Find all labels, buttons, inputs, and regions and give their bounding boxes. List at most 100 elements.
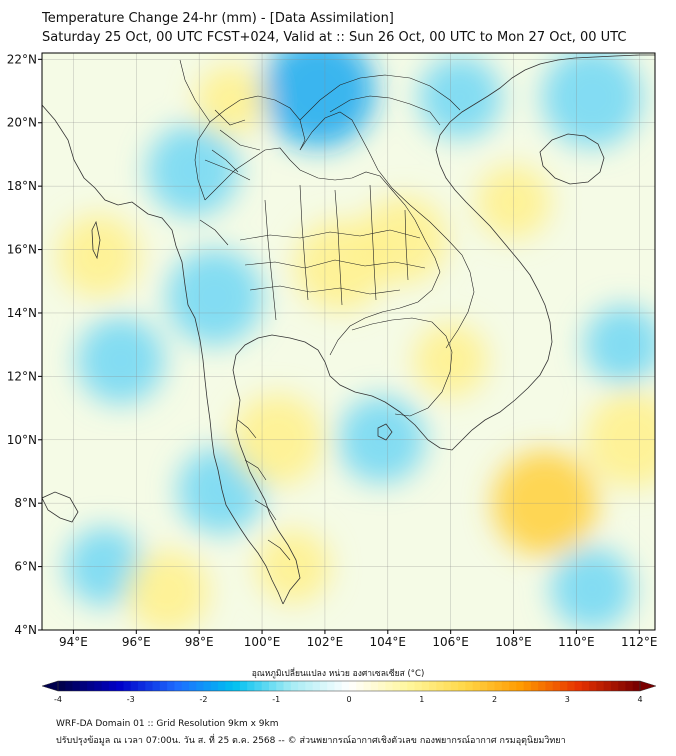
colorbar-cell — [581, 681, 590, 691]
cool-anomaly-4 — [76, 316, 165, 405]
lat-tick-label: 22°N — [7, 52, 37, 66]
colorbar-cell — [479, 681, 488, 691]
colorbar-cell — [239, 681, 248, 691]
colorbar-cell — [254, 681, 263, 691]
colorbar-cell — [632, 681, 641, 691]
sumatra-north — [42, 491, 79, 523]
colorbar-cell — [218, 681, 226, 691]
colorbar-cell — [130, 681, 139, 691]
thailand-border — [204, 147, 441, 356]
cambodia-border — [351, 317, 453, 417]
lon-tick-label: 106°E — [432, 635, 469, 649]
colorbar-cell — [567, 681, 575, 691]
colorbar-cell — [559, 681, 568, 691]
cool-anomaly-2 — [166, 249, 263, 346]
colorbar: -4 -3 -2 -1 0 1 2 3 4 — [41, 680, 657, 704]
lon-tick-label: 100°E — [244, 635, 281, 649]
colorbar-cell — [545, 681, 554, 691]
colorbar-cell — [283, 681, 292, 691]
lon-tick-label: 98°E — [185, 635, 214, 649]
colorbar-cell — [94, 681, 103, 691]
colorbar-cell — [610, 681, 619, 691]
gulf-island-1 — [377, 423, 393, 441]
andaman-islands — [91, 220, 101, 260]
colorbar-cell — [305, 681, 314, 691]
colorbar-cell — [458, 681, 466, 691]
colorbar-cell — [174, 681, 183, 691]
lat-tick-label: 8°N — [14, 496, 37, 510]
colorbar-cell — [225, 681, 233, 691]
cool-anomaly-6 — [418, 55, 502, 139]
axis-ticks: 94°E 96°E 98°E 100°E 102°E 104°E 106°E 108°E 110… — [7, 52, 658, 649]
colorbar-cell — [101, 681, 110, 691]
colorbar-cell — [494, 681, 503, 691]
colorbar-cell — [370, 681, 379, 691]
admin-borders — [179, 59, 475, 561]
colorbar-cell — [290, 681, 299, 691]
colorbar-cell — [509, 681, 517, 691]
colorbar-cell — [516, 681, 524, 691]
cool-anomaly-3 — [147, 124, 239, 217]
lon-tick-label: 96°E — [122, 635, 151, 649]
colorbar-cell — [436, 681, 444, 691]
colorbar-tick-label: 3 — [565, 695, 570, 704]
lat-tick-label: 6°N — [14, 560, 37, 574]
colorbar-cell — [603, 681, 612, 691]
colorbar-cell — [261, 681, 270, 691]
colorbar-cell — [414, 681, 423, 691]
coastlines — [42, 54, 655, 605]
colorbar-cell — [145, 681, 153, 691]
colorbar-cell — [138, 681, 146, 691]
colorbar-cell — [232, 681, 241, 691]
colorbar-cell — [58, 681, 66, 691]
lat-tick-label: 4°N — [14, 623, 37, 637]
colorbar-cell — [268, 681, 277, 691]
lon-tick-label: 104°E — [370, 635, 407, 649]
colorbar-cell — [312, 681, 321, 691]
colorbar-cell — [399, 681, 408, 691]
colorbar-cell — [443, 681, 452, 691]
vietnam-north-border — [329, 95, 441, 126]
colorbar-cell — [203, 681, 212, 691]
colorbar-cell — [574, 681, 583, 691]
colorbar-frame — [57, 680, 641, 692]
lon-tick-label: 108°E — [495, 635, 532, 649]
colorbar-cell — [501, 681, 510, 691]
map-subtitle: Saturday 25 Oct, 00 UTC FCST+024, Valid … — [42, 30, 627, 45]
colorbar-cell — [334, 681, 343, 691]
colorbar-cell — [363, 681, 372, 691]
colorbar-cell — [378, 681, 386, 691]
colorbar-label: อุณหภูมิเปลี่ยนแปลง หน่วย องศาเซลเซียส (… — [251, 669, 425, 679]
colorbar-cell — [523, 681, 532, 691]
china-border — [179, 59, 461, 123]
lon-tick-label: 102°E — [307, 635, 344, 649]
colorbar-cell — [472, 681, 481, 691]
thai-provinces-a — [239, 229, 426, 295]
colorbar-tick-label: -1 — [272, 695, 280, 704]
colorbar-cell — [276, 681, 284, 691]
colorbar-cell — [429, 681, 437, 691]
lon-tick-label: 112°E — [621, 635, 658, 649]
colorbar-cell — [79, 681, 88, 691]
colorbar-cell — [487, 681, 495, 691]
hainan-coastline — [539, 133, 605, 185]
colorbar-cell — [538, 681, 546, 691]
colorbar-cell — [596, 681, 605, 691]
colorbar-cell — [188, 681, 197, 691]
cool-anomaly-10 — [550, 547, 634, 630]
colorbar-cell — [421, 681, 430, 691]
peninsula-east-coast — [232, 54, 655, 605]
lat-tick-label: 14°N — [7, 306, 37, 320]
colorbar-cell — [349, 681, 357, 691]
cool-anomaly-7 — [584, 305, 655, 384]
colorbar-min-extend — [41, 680, 59, 692]
colorbar-cell — [625, 681, 634, 691]
colorbar-cell — [196, 681, 204, 691]
colorbar-cell — [341, 681, 350, 691]
colorbar-tick-label: 1 — [419, 695, 424, 704]
colorbar-cell — [450, 681, 459, 691]
colorbar-cell — [552, 681, 561, 691]
warm-anomaly-19 — [195, 65, 266, 136]
map-frame — [41, 52, 656, 631]
colorbar-cell — [167, 681, 175, 691]
